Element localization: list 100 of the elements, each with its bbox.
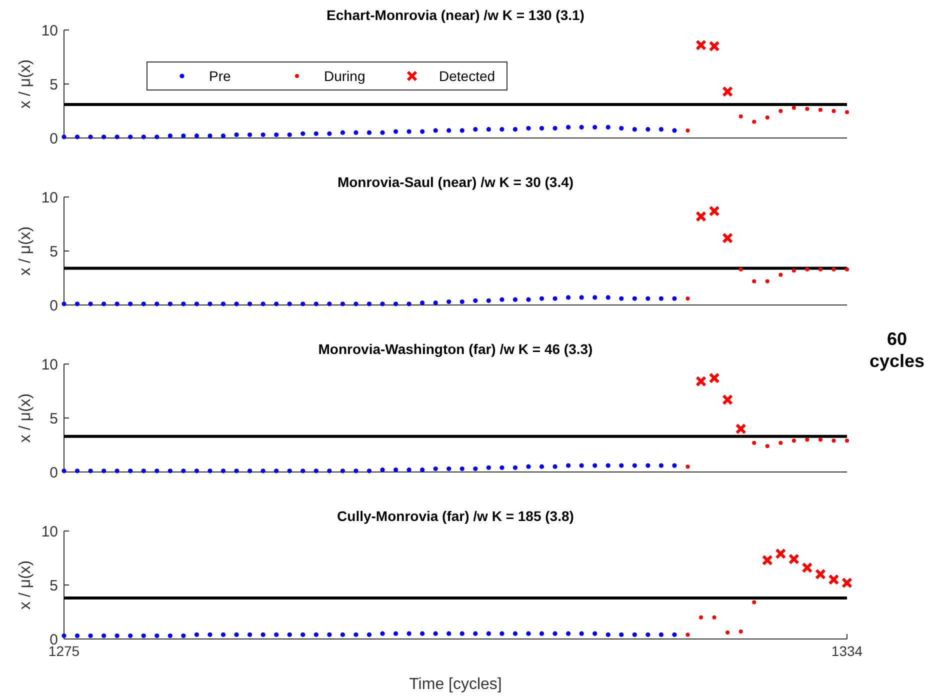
point: [686, 296, 690, 301]
point: [696, 376, 707, 387]
point: [460, 128, 464, 133]
point: [606, 295, 610, 300]
point: [460, 631, 464, 636]
point: [260, 132, 266, 138]
point: [805, 267, 810, 272]
point: [340, 468, 345, 474]
point: [686, 464, 690, 469]
point: [393, 129, 398, 134]
point: [606, 463, 610, 468]
point: [380, 468, 385, 472]
point: [366, 632, 372, 637]
point: [366, 468, 372, 474]
point: [340, 302, 345, 306]
y-axis-title: x / μ(x): [17, 393, 34, 443]
point: [260, 302, 266, 306]
point: [260, 632, 266, 637]
point: [300, 468, 306, 474]
point: [752, 279, 756, 284]
point: [738, 267, 743, 272]
point: [208, 302, 212, 306]
point: [592, 631, 598, 636]
point: [765, 444, 770, 448]
point: [181, 468, 186, 474]
y-axis-title: x / μ(x): [17, 59, 34, 109]
point: [658, 296, 664, 301]
point: [433, 466, 438, 472]
point: [446, 466, 452, 472]
point: [220, 468, 226, 474]
y-tick-label: 10: [41, 189, 58, 206]
point: [287, 302, 292, 306]
point: [433, 631, 438, 636]
point: [792, 268, 796, 272]
point: [102, 633, 106, 638]
point: [686, 128, 690, 132]
point: [842, 577, 852, 588]
point: [646, 127, 650, 132]
point: [114, 134, 120, 140]
point: [762, 554, 773, 566]
point: [845, 267, 849, 272]
point: [606, 632, 610, 637]
chart-title: Cully-Monrovia (far) /w K = 185 (3.8): [337, 508, 574, 524]
point: [74, 302, 80, 306]
point: [88, 134, 93, 140]
point: [708, 206, 720, 217]
point: [646, 463, 650, 468]
point: [828, 574, 840, 586]
y-tick-label: 5: [50, 410, 58, 428]
point: [406, 631, 412, 636]
point: [128, 302, 133, 306]
point: [154, 633, 160, 638]
point: [802, 562, 813, 574]
point: [393, 302, 398, 306]
point: [234, 132, 239, 138]
point: [194, 632, 200, 637]
point: [340, 130, 345, 135]
point: [154, 302, 160, 306]
point: [686, 632, 690, 637]
point: [327, 632, 332, 637]
point: [778, 109, 783, 113]
point: [446, 631, 452, 636]
point: [128, 468, 133, 474]
point: [446, 299, 452, 304]
point: [500, 127, 504, 132]
point: [420, 300, 425, 306]
point: [512, 127, 518, 132]
point: [632, 296, 637, 301]
point: [327, 468, 332, 474]
point: [74, 633, 80, 638]
point: [274, 132, 279, 138]
y-tick-label: 5: [50, 76, 58, 94]
point: [287, 468, 292, 474]
legend-label: During: [324, 68, 366, 84]
point: [765, 115, 770, 120]
point: [300, 131, 306, 136]
point: [181, 302, 186, 306]
y-tick-label: 0: [50, 130, 58, 148]
point: [699, 615, 704, 620]
point: [380, 631, 385, 636]
point: [141, 134, 146, 140]
point: [632, 632, 637, 637]
point: [526, 126, 531, 131]
point: [672, 296, 677, 301]
point: [722, 86, 734, 98]
point: [274, 302, 279, 306]
point: [473, 298, 478, 303]
point: [500, 631, 504, 636]
point: [128, 633, 133, 638]
point: [380, 302, 385, 306]
point: [722, 394, 734, 406]
y-axis-title: x / μ(x): [17, 226, 34, 276]
point: [552, 126, 558, 131]
point: [62, 302, 66, 306]
point: [102, 302, 106, 306]
point: [473, 127, 478, 132]
point: [672, 463, 677, 468]
point: [738, 114, 743, 118]
point: [606, 124, 610, 130]
point: [141, 633, 146, 638]
